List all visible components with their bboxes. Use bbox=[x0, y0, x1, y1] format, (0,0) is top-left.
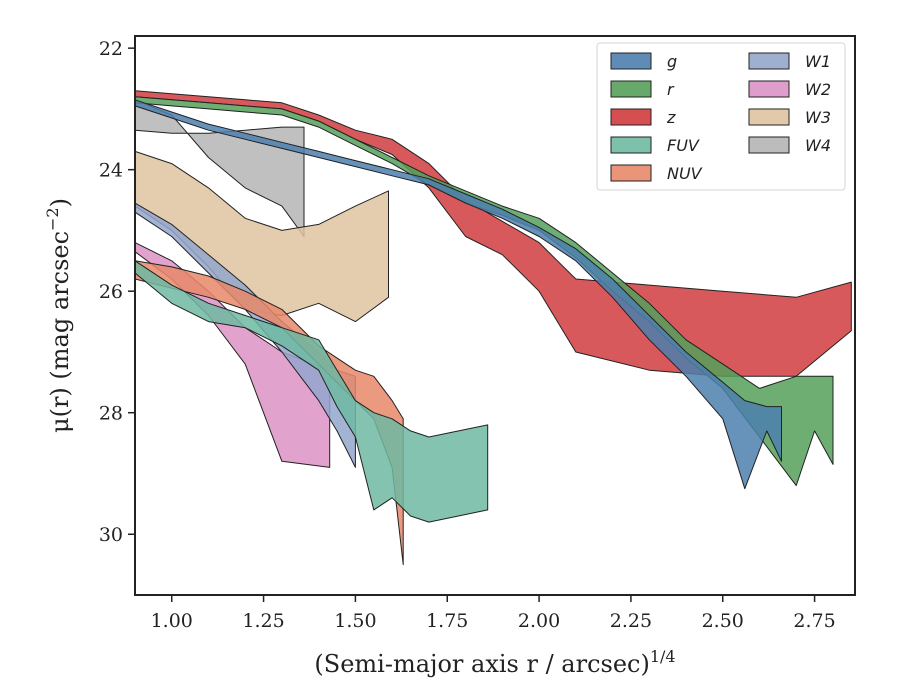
legend-swatch-g bbox=[610, 52, 652, 70]
legend-swatch-w4 bbox=[748, 136, 790, 154]
x-tick-label: 1.50 bbox=[334, 610, 376, 632]
legend-label-nuv: NUV bbox=[667, 164, 703, 183]
legend-swatch-nuv bbox=[610, 164, 652, 182]
y-tick-label: 24 bbox=[99, 160, 123, 182]
legend-label-w3: W3 bbox=[805, 108, 831, 127]
legend-label-z: z bbox=[666, 108, 676, 127]
y-axis-label: μ(r) (mag arcsec−2) bbox=[43, 198, 74, 433]
x-tick-label: 1.75 bbox=[426, 610, 468, 632]
x-axis-label-exponent: 1/4 bbox=[650, 647, 676, 666]
y-axis-label-exponent: −2 bbox=[43, 207, 62, 231]
x-tick-label: 2.75 bbox=[793, 610, 835, 632]
band-nuv bbox=[134, 260, 404, 566]
x-tick-label: 2.00 bbox=[518, 610, 560, 632]
legend-swatch-w2 bbox=[748, 80, 790, 98]
x-tick-label: 1.25 bbox=[242, 610, 284, 632]
y-axis-ticks: 22 24 26 28 30 bbox=[99, 38, 135, 546]
legend-label-w4: W4 bbox=[805, 136, 831, 155]
legend-label-w2: W2 bbox=[805, 80, 831, 99]
legend: grz FUV NUV W1 W2 W3 W4 bbox=[596, 42, 846, 191]
legend-label-w1: W1 bbox=[805, 52, 831, 71]
series-bands bbox=[134, 90, 852, 566]
y-tick-label: 30 bbox=[99, 524, 123, 546]
legend-label-fuv: FUV bbox=[667, 136, 700, 155]
y-tick-label: 26 bbox=[99, 281, 123, 303]
y-axis-label-close: ) bbox=[46, 198, 74, 207]
band-fuv bbox=[134, 260, 489, 523]
y-tick-label: 22 bbox=[99, 38, 123, 60]
x-tick-label: 2.25 bbox=[610, 610, 652, 632]
legend-label-g: g bbox=[667, 52, 677, 71]
band-g bbox=[134, 99, 782, 490]
x-axis-label: (Semi-major axis r / arcsec)1/4 bbox=[314, 647, 675, 678]
legend-label-r: r bbox=[667, 80, 675, 99]
x-axis-ticks: 1.00 1.25 1.50 1.75 2.00 2.25 2.50 2.75 bbox=[151, 595, 836, 632]
band-w1 bbox=[134, 202, 356, 468]
legend-swatch-fuv bbox=[610, 136, 652, 154]
x-tick-label: 1.00 bbox=[151, 610, 193, 632]
legend-swatch-w1 bbox=[748, 52, 790, 70]
x-axis-label-text: (Semi-major axis r / arcsec) bbox=[314, 650, 649, 678]
band-r bbox=[134, 96, 834, 487]
legend-swatch-w3 bbox=[748, 108, 790, 126]
legend-swatch-r bbox=[610, 80, 652, 98]
legend-swatch-z bbox=[610, 108, 652, 126]
y-tick-label: 28 bbox=[99, 403, 123, 425]
x-tick-label: 2.50 bbox=[702, 610, 744, 632]
y-axis-label-text: μ(r) (mag arcsec bbox=[46, 231, 74, 433]
plot-frame bbox=[134, 35, 856, 596]
